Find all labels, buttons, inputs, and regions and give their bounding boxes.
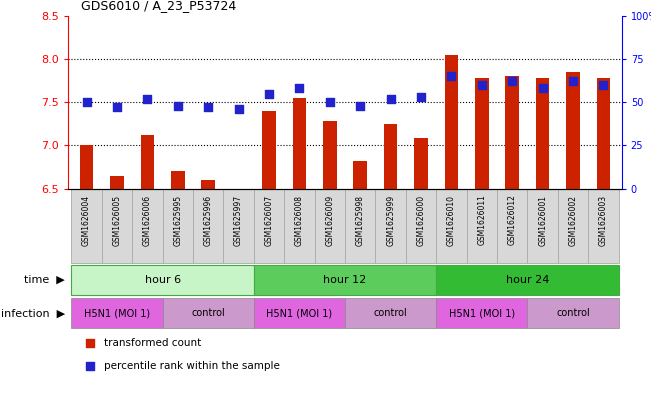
Bar <box>436 265 618 295</box>
Bar <box>80 145 94 189</box>
Point <box>541 4 551 11</box>
Text: H5N1 (MOI 1): H5N1 (MOI 1) <box>449 309 515 318</box>
Text: GSM1625997: GSM1625997 <box>234 195 243 246</box>
Text: GSM1626011: GSM1626011 <box>477 195 486 246</box>
Bar <box>467 189 497 263</box>
Text: GSM1626004: GSM1626004 <box>82 195 91 246</box>
Point <box>568 78 578 84</box>
Bar <box>406 189 436 263</box>
Text: time  ▶: time ▶ <box>24 275 65 285</box>
Text: H5N1 (MOI 1): H5N1 (MOI 1) <box>266 309 333 318</box>
Point <box>538 85 548 92</box>
Bar <box>262 111 276 189</box>
Bar <box>193 189 223 263</box>
Bar <box>201 180 215 189</box>
Text: H5N1 (MOI 1): H5N1 (MOI 1) <box>84 309 150 318</box>
Bar <box>254 298 345 329</box>
Text: transformed count: transformed count <box>104 338 202 348</box>
Bar <box>414 138 428 189</box>
Bar <box>527 189 558 263</box>
Bar <box>345 298 436 329</box>
Bar <box>72 189 102 263</box>
Text: GDS6010 / A_23_P53724: GDS6010 / A_23_P53724 <box>81 0 236 12</box>
Bar <box>436 298 527 329</box>
Bar <box>505 76 519 189</box>
Bar <box>558 189 589 263</box>
Point <box>385 95 396 102</box>
Text: control: control <box>191 309 225 318</box>
Bar <box>141 135 154 189</box>
Point <box>173 103 183 109</box>
Text: hour 24: hour 24 <box>506 275 549 285</box>
Bar <box>475 78 489 189</box>
Text: infection  ▶: infection ▶ <box>1 309 65 318</box>
Bar <box>163 189 193 263</box>
Bar <box>536 78 549 189</box>
Text: GSM1626010: GSM1626010 <box>447 195 456 246</box>
Point <box>203 104 214 110</box>
Bar <box>596 78 610 189</box>
Bar <box>254 265 436 295</box>
Point <box>355 103 365 109</box>
Text: GSM1625996: GSM1625996 <box>204 195 213 246</box>
Bar <box>102 189 132 263</box>
Bar <box>163 298 254 329</box>
Text: GSM1626005: GSM1626005 <box>113 195 122 246</box>
Text: hour 12: hour 12 <box>324 275 367 285</box>
Point <box>416 94 426 100</box>
Text: GSM1626012: GSM1626012 <box>508 195 517 246</box>
Bar <box>110 176 124 189</box>
Point <box>507 78 518 84</box>
Text: GSM1626002: GSM1626002 <box>568 195 577 246</box>
Point <box>325 99 335 105</box>
Point <box>446 73 456 79</box>
Bar <box>345 189 376 263</box>
Text: GSM1626000: GSM1626000 <box>417 195 426 246</box>
Point <box>541 213 551 219</box>
Text: GSM1626006: GSM1626006 <box>143 195 152 246</box>
Bar <box>445 55 458 189</box>
Bar <box>566 72 580 189</box>
Point <box>264 90 274 97</box>
Bar <box>72 298 163 329</box>
Bar <box>254 189 284 263</box>
Point <box>81 99 92 105</box>
Text: control: control <box>556 309 590 318</box>
Bar <box>72 265 254 295</box>
Bar <box>497 189 527 263</box>
Bar <box>284 189 314 263</box>
Bar <box>171 171 185 189</box>
Text: GSM1625998: GSM1625998 <box>355 195 365 246</box>
Bar <box>132 189 163 263</box>
Text: GSM1626003: GSM1626003 <box>599 195 608 246</box>
Point <box>142 95 152 102</box>
Point <box>234 106 244 112</box>
Bar <box>223 189 254 263</box>
Text: GSM1626008: GSM1626008 <box>295 195 304 246</box>
Bar <box>314 189 345 263</box>
Text: hour 6: hour 6 <box>145 275 181 285</box>
Bar <box>436 189 467 263</box>
Text: GSM1625999: GSM1625999 <box>386 195 395 246</box>
Point <box>477 82 487 88</box>
Point <box>112 104 122 110</box>
Bar <box>527 298 618 329</box>
Bar <box>384 124 398 189</box>
Text: GSM1625995: GSM1625995 <box>173 195 182 246</box>
Text: GSM1626007: GSM1626007 <box>264 195 273 246</box>
Bar <box>323 121 337 189</box>
Point <box>294 85 305 92</box>
Text: percentile rank within the sample: percentile rank within the sample <box>104 361 280 371</box>
Bar <box>292 98 306 189</box>
Bar <box>353 161 367 189</box>
Point <box>598 82 609 88</box>
Bar <box>589 189 618 263</box>
Text: GSM1626009: GSM1626009 <box>326 195 335 246</box>
Text: GSM1626001: GSM1626001 <box>538 195 547 246</box>
Bar <box>376 189 406 263</box>
Text: control: control <box>374 309 408 318</box>
